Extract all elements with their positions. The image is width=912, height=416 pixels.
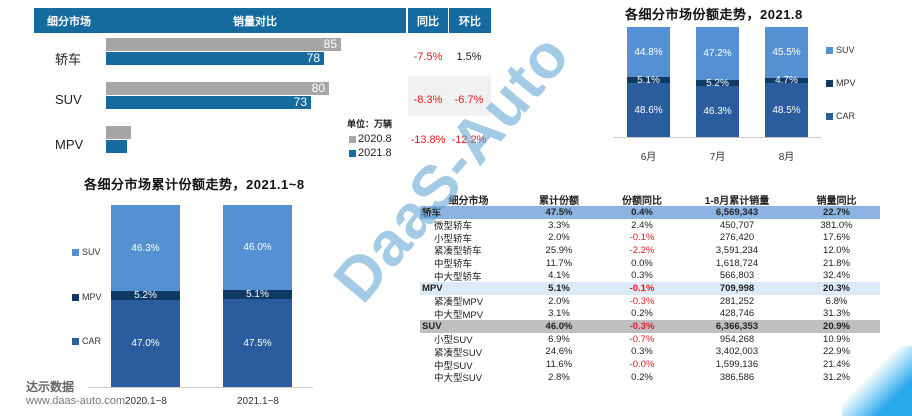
table-row: 中大型MPV 3.1% 0.2% 428,746 31.3% <box>434 308 850 321</box>
mom-sedan: 1.5% <box>456 51 482 63</box>
legend-suv: SUV <box>72 247 101 257</box>
table-row: 中型SUV 11.6% -0.0% 1,599,136 21.4% <box>434 359 850 372</box>
bar-2021-sedan: 78 <box>106 52 324 65</box>
seg-mpv: 5.2% <box>696 78 739 89</box>
seg-car: 47.0% <box>111 300 180 387</box>
x-label: 8月 <box>778 152 795 163</box>
segment-label-mpv: MPV <box>55 137 84 152</box>
x-axis <box>88 387 313 388</box>
legend-car: CAR <box>72 336 101 346</box>
yoy-sedan: -7.5% <box>413 51 443 63</box>
x-label: 2021.1~8 <box>237 396 279 407</box>
bar-2020-mpv <box>106 126 131 139</box>
bar-2020-sedan: 85 <box>106 38 341 51</box>
legend-swatch-blue <box>349 149 356 157</box>
seg-suv: 46.0% <box>223 205 292 290</box>
table-row: 小型轿车 2.0% -0.1% 276,420 17.6% <box>434 232 850 245</box>
seg-mpv: 4.7% <box>765 75 808 86</box>
table-row: 中大型轿车 4.1% 0.3% 566,803 32.4% <box>434 270 850 283</box>
table-row: 紧凑型SUV 24.6% 0.3% 3,402,003 22.9% <box>434 346 850 359</box>
bar-2021-mpv <box>106 140 127 153</box>
table-row: MPV 5.1% -0.1% 709,998 20.3% <box>420 282 880 295</box>
suv-row-highlight <box>408 76 491 116</box>
mom-suv: -6.7% <box>454 94 484 106</box>
table-header: 细分市场 累计份额 份额同比 1-8月累计销量 销量同比 <box>448 195 857 207</box>
table-row: 轿车 47.5% 0.4% 6,569,343 22.7% <box>420 206 880 219</box>
seg-car: 48.6% <box>627 83 670 137</box>
legend-2021: 2021.8 <box>349 147 392 159</box>
mom-mpv: -12.2% <box>451 134 487 146</box>
bar-2021-suv: 73 <box>106 96 311 109</box>
stack-2021: 46.0% 5.1% 47.5% <box>223 205 292 387</box>
legend-car: CAR <box>826 111 855 121</box>
table-row: 微型轿车 3.3% 2.4% 450,707 381.0% <box>434 219 853 233</box>
header-yoy: 同比 <box>408 8 448 33</box>
stack-2020: 46.3% 5.2% 47.0% <box>111 205 180 387</box>
legend-suv: SUV <box>826 45 855 55</box>
seg-suv: 44.8% <box>627 27 670 77</box>
x-label: 6月 <box>640 152 657 163</box>
unit-label: 单位：万辆 <box>347 119 393 129</box>
corner-decoration <box>842 346 912 416</box>
legend-mpv: MPV <box>826 78 856 88</box>
table-row: 中型轿车 11.7% 0.0% 1,618,724 21.8% <box>434 257 850 271</box>
seg-suv: 45.5% <box>765 27 808 78</box>
monthly-chart-title: 各细分市场份额走势，2021.8 <box>625 7 803 22</box>
x-axis <box>613 137 821 138</box>
table-row: 中大型SUV 2.8% 0.2% 386,586 31.2% <box>434 371 850 385</box>
cumulative-chart-title: 各细分市场累计份额走势，2021.1~8 <box>84 177 305 192</box>
header-mom: 环比 <box>449 8 491 33</box>
bar-2020-suv: 80 <box>106 82 329 95</box>
table-row: 紧凑型MPV 2.0% -0.3% 281,252 6.8% <box>434 295 848 309</box>
stack-aug: 45.5% 4.7% 48.5% <box>765 27 808 137</box>
seg-car: 46.3% <box>696 86 739 137</box>
seg-car: 48.5% <box>765 83 808 137</box>
stack-jun: 44.8% 5.1% 48.6% <box>627 27 670 137</box>
brand-logo: 达示数据 www.daas-auto.com <box>26 380 126 407</box>
header-segment: 细分市场 <box>34 8 104 33</box>
stack-jul: 47.2% 5.2% 46.3% <box>696 27 739 137</box>
detail-table: 细分市场 累计份额 份额同比 1-8月累计销量 销量同比 轿车 47.5% 0.4%… <box>420 192 880 384</box>
legend-swatch-gray <box>349 135 356 143</box>
table-row: 紧凑型轿车 25.9% -2.2% 3,591,234 12.0% <box>434 244 850 258</box>
legend-2020: 2020.8 <box>349 133 392 145</box>
seg-suv: 46.3% <box>111 205 180 291</box>
seg-mpv: 5.1% <box>627 75 670 86</box>
legend-mpv: MPV <box>72 292 102 302</box>
segment-label-sedan: 轿车 <box>55 52 82 67</box>
yoy-suv: -8.3% <box>413 94 443 106</box>
seg-mpv: 5.1% <box>223 289 292 300</box>
segment-label-suv: SUV <box>55 92 82 107</box>
table-row: SUV 46.0% -0.3% 6,366,353 20.9% <box>420 320 880 333</box>
yoy-mpv: -13.8% <box>410 134 446 146</box>
seg-mpv: 5.2% <box>111 290 180 301</box>
x-label: 2020.1~8 <box>125 396 167 407</box>
header-volume: 销量对比 <box>104 8 406 33</box>
seg-suv: 47.2% <box>696 27 739 80</box>
seg-car: 47.5% <box>223 299 292 387</box>
x-label: 7月 <box>709 152 726 163</box>
table-row: 小型SUV 6.9% -0.7% 954,268 10.9% <box>434 333 850 347</box>
